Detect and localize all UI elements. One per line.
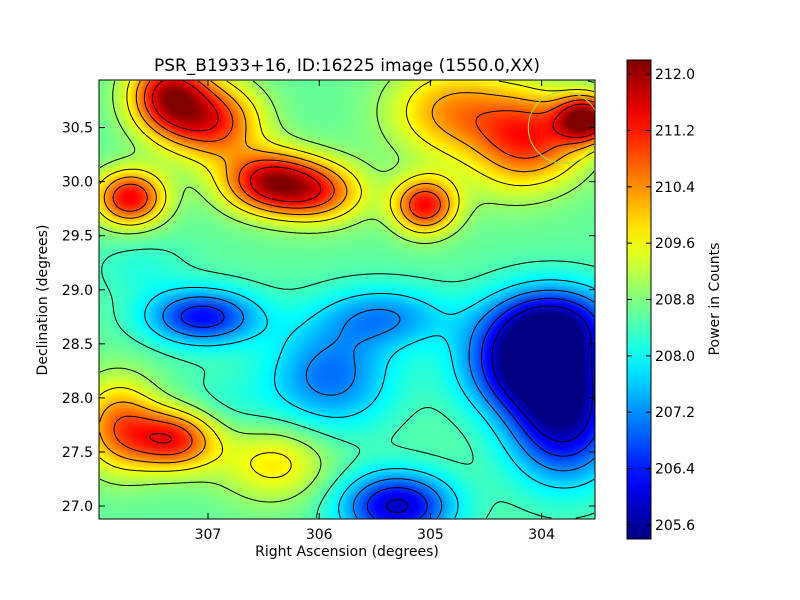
y-tick-label: 28.0 — [62, 391, 93, 407]
contour-level — [162, 289, 595, 519]
y-tick-label: 30.5 — [62, 121, 93, 137]
contour-level — [386, 305, 594, 513]
heatmap-image — [99, 80, 595, 519]
colorbar-label: Power in Counts — [707, 243, 723, 356]
colorbar-tick-label: 208.0 — [655, 349, 695, 365]
y-tick-label: 27.0 — [62, 499, 93, 515]
x-tick-label: 304 — [528, 527, 555, 543]
colorbar-ticks: 205.6 206.4 207.2 208.0 208.8 209.6 210.4 211.2… — [627, 67, 695, 534]
y-tick-label: 27.5 — [62, 445, 93, 461]
colorbar-tick-label: 209.6 — [655, 236, 695, 252]
contour-level — [99, 80, 595, 464]
y-axis-ticks: 27.0 27.5 28.0 28.5 29.0 29.5 30.0 30.5 — [62, 121, 595, 515]
colorbar-tick-label: 206.4 — [655, 462, 695, 478]
plot-area — [98, 79, 596, 520]
y-tick-label: 28.5 — [62, 337, 93, 353]
contour-level — [99, 80, 595, 503]
x-axis-ticks: 307 306 305 304 — [195, 80, 555, 543]
contour-level — [101, 248, 595, 519]
colorbar-tick-label: 205.6 — [655, 518, 695, 534]
contour-level — [112, 80, 595, 456]
x-tick-label: 307 — [195, 527, 222, 543]
x-tick-label: 306 — [306, 527, 333, 543]
contour-lines — [99, 80, 595, 519]
colorbar: 205.6 206.4 207.2 208.0 208.8 209.6 210.4 211.2… — [626, 59, 723, 540]
contour-level — [144, 279, 595, 519]
colorbar-tick-label: 210.4 — [655, 180, 695, 196]
colorbar-tick-label: 208.8 — [655, 293, 695, 309]
colorbar-tick-label: 212.0 — [655, 67, 695, 83]
contour-level — [99, 80, 595, 479]
x-axis-label: Right Ascension (degrees) — [255, 544, 439, 560]
contour-level — [180, 297, 595, 519]
y-tick-label: 29.5 — [62, 229, 93, 245]
plot-frame — [98, 79, 596, 520]
y-tick-label: 30.0 — [62, 175, 93, 191]
y-tick-label: 29.0 — [62, 283, 93, 299]
colorbar-tick-label: 211.2 — [655, 123, 695, 139]
contour-level — [149, 80, 595, 444]
colorbar-tick-label: 207.2 — [655, 405, 695, 421]
source-region-circle — [527, 91, 595, 164]
chart-title: PSR_B1933+16, ID:16225 image (1550.0,XX) — [154, 56, 540, 76]
x-tick-label: 305 — [417, 527, 444, 543]
y-axis-label: Declination (degrees) — [35, 225, 51, 376]
